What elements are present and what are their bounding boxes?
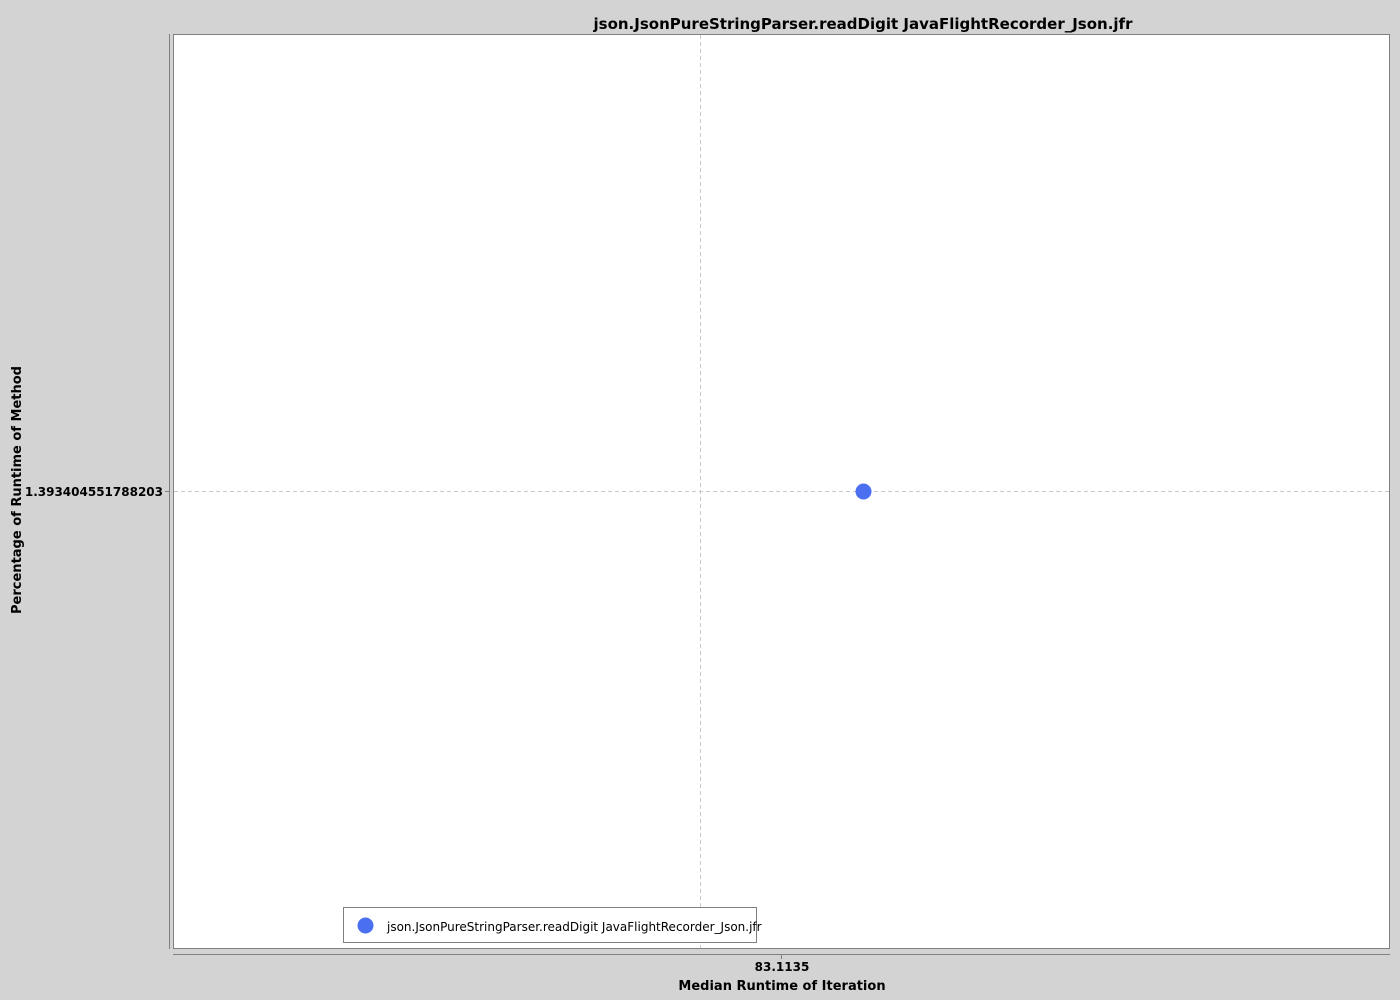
legend: json.JsonPureStringParser.readDigit Java… [343,907,762,943]
chart-title: json.JsonPureStringParser.readDigit Java… [593,15,1134,33]
legend-label: json.JsonPureStringParser.readDigit Java… [386,920,762,934]
y-axis-label: Percentage of Runtime of Method [10,366,25,614]
x-tick-label: 83.1135 [755,960,810,974]
data-point [855,483,872,500]
data-points [855,483,872,500]
plot-area [173,34,1390,949]
legend-marker [357,917,374,934]
y-tick-label: 1.393404551788203 [25,485,163,499]
x-axis-label: Median Runtime of Iteration [678,979,885,994]
legend-box [343,907,757,943]
